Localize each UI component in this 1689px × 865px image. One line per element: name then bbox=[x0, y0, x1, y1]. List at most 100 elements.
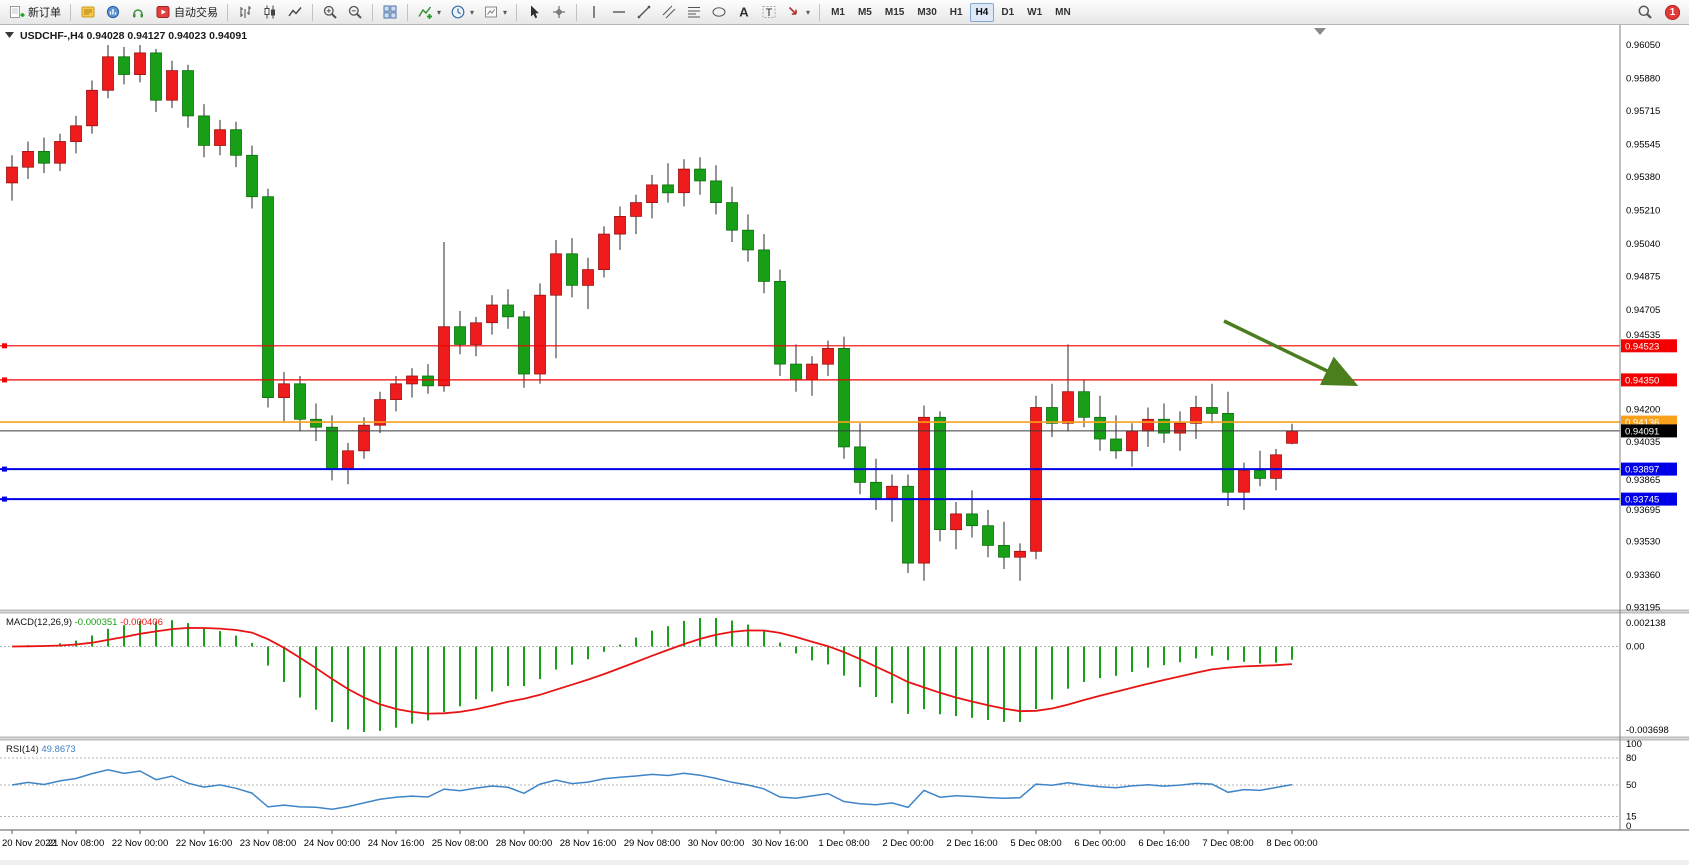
shapes-icon bbox=[711, 4, 727, 20]
zoom-out-button[interactable] bbox=[343, 1, 367, 24]
svg-text:21 Nov 08:00: 21 Nov 08:00 bbox=[48, 838, 105, 849]
svg-text:T: T bbox=[766, 7, 773, 19]
line-handle[interactable] bbox=[2, 343, 7, 349]
new-order-button-label: 新订单 bbox=[28, 7, 61, 19]
timeframe-W1[interactable]: W1 bbox=[1027, 6, 1043, 18]
tile-windows-button[interactable] bbox=[378, 1, 402, 24]
timeframe-H1[interactable]: H1 bbox=[949, 6, 963, 18]
timeframe-MN[interactable]: MN bbox=[1055, 6, 1071, 18]
fibonacci-button[interactable] bbox=[682, 1, 706, 24]
line-handle[interactable] bbox=[2, 466, 7, 472]
trend-arrow[interactable] bbox=[1223, 319, 1359, 387]
fibonacci-icon bbox=[686, 4, 702, 20]
candlestick-chart-button[interactable] bbox=[258, 1, 282, 24]
svg-text:0.94705: 0.94705 bbox=[1626, 305, 1660, 316]
svg-text:0.95380: 0.95380 bbox=[1626, 172, 1660, 183]
label-button[interactable]: T bbox=[757, 1, 781, 24]
svg-text:0.93360: 0.93360 bbox=[1626, 570, 1660, 581]
chart-canvas[interactable]: USDCHF-,H4 0.94028 0.94127 0.94023 0.940… bbox=[0, 25, 1689, 860]
sounds-button[interactable] bbox=[126, 1, 150, 24]
horizontal-line-button[interactable] bbox=[607, 1, 631, 24]
svg-text:0.93530: 0.93530 bbox=[1626, 536, 1660, 547]
channel-icon bbox=[661, 4, 677, 20]
indicators-button[interactable]: ▾ bbox=[413, 1, 445, 24]
chart-shift-marker[interactable] bbox=[1314, 28, 1326, 35]
zoom-in-icon bbox=[322, 4, 338, 20]
trendline-button[interactable] bbox=[632, 1, 656, 24]
toolbar-separator bbox=[516, 3, 518, 21]
svg-text:0.93865: 0.93865 bbox=[1626, 475, 1660, 486]
line-chart-button[interactable] bbox=[283, 1, 307, 24]
toolbar: 新订单 自动交易 ▾ ▾ ▾ A T ▾ M1 M5 M15 M30 H1 H4 D1 W1 MN 1 bbox=[0, 0, 1689, 25]
one-click-trading-toggle[interactable] bbox=[5, 32, 14, 38]
svg-text:24 Nov 16:00: 24 Nov 16:00 bbox=[368, 838, 425, 849]
svg-text:0.94875: 0.94875 bbox=[1626, 272, 1660, 283]
autotrading-button-label: 自动交易 bbox=[174, 7, 218, 19]
svg-text:0.94091: 0.94091 bbox=[1625, 426, 1659, 437]
text-button[interactable]: A bbox=[732, 1, 756, 24]
timeframe-D1[interactable]: D1 bbox=[1001, 6, 1015, 18]
text-icon: A bbox=[736, 4, 752, 20]
chart-window: USDCHF-,H4 0.94028 0.94127 0.94023 0.940… bbox=[0, 25, 1689, 860]
bar-chart-button[interactable] bbox=[233, 1, 257, 24]
trendline-icon bbox=[636, 4, 652, 20]
vline-icon bbox=[586, 4, 602, 20]
autotrading-icon bbox=[155, 4, 171, 20]
macd-label: MACD(12,26,9) -0.000351 -0.000406 bbox=[6, 617, 163, 628]
templates-icon bbox=[483, 4, 499, 20]
price-badge bbox=[1621, 339, 1677, 353]
tile-windows-icon bbox=[382, 4, 398, 20]
timeframe-M15[interactable]: M15 bbox=[884, 6, 905, 18]
svg-text:50: 50 bbox=[1626, 780, 1637, 791]
chevron-down-icon: ▾ bbox=[437, 7, 442, 17]
search-icon bbox=[1637, 4, 1653, 20]
svg-text:0.95880: 0.95880 bbox=[1626, 74, 1660, 85]
price-badge bbox=[1621, 492, 1677, 506]
periods-button[interactable]: ▾ bbox=[446, 1, 478, 24]
metaeditor-button[interactable] bbox=[76, 1, 100, 24]
svg-text:0.95715: 0.95715 bbox=[1626, 106, 1660, 117]
line-handle[interactable] bbox=[2, 496, 7, 502]
svg-text:0: 0 bbox=[1626, 821, 1631, 832]
toolbar-right: 1 bbox=[1633, 1, 1684, 24]
cursor-button[interactable] bbox=[522, 1, 546, 24]
shapes-button[interactable] bbox=[707, 1, 731, 24]
cursor-icon bbox=[526, 4, 542, 20]
new-order-button[interactable]: 新订单 bbox=[5, 1, 65, 24]
notifications-badge[interactable]: 1 bbox=[1665, 4, 1680, 20]
arrows-button[interactable]: ▾ bbox=[782, 1, 814, 24]
svg-text:29 Nov 08:00: 29 Nov 08:00 bbox=[624, 838, 681, 849]
market-watch-button[interactable] bbox=[101, 1, 125, 24]
svg-text:0.93195: 0.93195 bbox=[1626, 602, 1660, 613]
svg-text:0.94350: 0.94350 bbox=[1625, 375, 1659, 386]
svg-text:0.93695: 0.93695 bbox=[1626, 505, 1660, 516]
crosshair-button[interactable] bbox=[547, 1, 571, 24]
channel-button[interactable] bbox=[657, 1, 681, 24]
macd-histogram bbox=[27, 618, 1293, 732]
svg-text:0.94523: 0.94523 bbox=[1625, 341, 1659, 352]
rsi-label: RSI(14) 49.8673 bbox=[6, 744, 76, 755]
bar-chart-icon bbox=[237, 4, 253, 20]
price-axis: 0.96050 0.95880 0.95715 0.95545 0.95380 0.952… bbox=[1621, 40, 1677, 613]
line-handle[interactable] bbox=[2, 377, 7, 383]
timeframe-M30[interactable]: M30 bbox=[917, 6, 937, 18]
autotrading-button[interactable]: 自动交易 bbox=[151, 1, 222, 24]
templates-button[interactable]: ▾ bbox=[479, 1, 511, 24]
timeframe-M5[interactable]: M5 bbox=[857, 6, 872, 18]
timeframe-H4[interactable]: H4 bbox=[969, 2, 995, 22]
search-button[interactable] bbox=[1633, 1, 1657, 24]
svg-text:A: A bbox=[739, 5, 749, 20]
chart-title: USDCHF-,H4 0.94028 0.94127 0.94023 0.940… bbox=[20, 30, 247, 42]
label-icon: T bbox=[761, 4, 777, 20]
svg-text:2 Dec 00:00: 2 Dec 00:00 bbox=[882, 838, 933, 849]
svg-text:0.93897: 0.93897 bbox=[1625, 465, 1659, 476]
toolbar-separator bbox=[819, 3, 821, 21]
vertical-line-button[interactable] bbox=[582, 1, 606, 24]
svg-text:0.95210: 0.95210 bbox=[1626, 206, 1660, 217]
svg-text:0.94535: 0.94535 bbox=[1626, 330, 1660, 341]
arrows-icon bbox=[786, 4, 802, 20]
zoom-out-icon bbox=[347, 4, 363, 20]
zoom-in-button[interactable] bbox=[318, 1, 342, 24]
timeframe-M1[interactable]: M1 bbox=[831, 6, 845, 18]
